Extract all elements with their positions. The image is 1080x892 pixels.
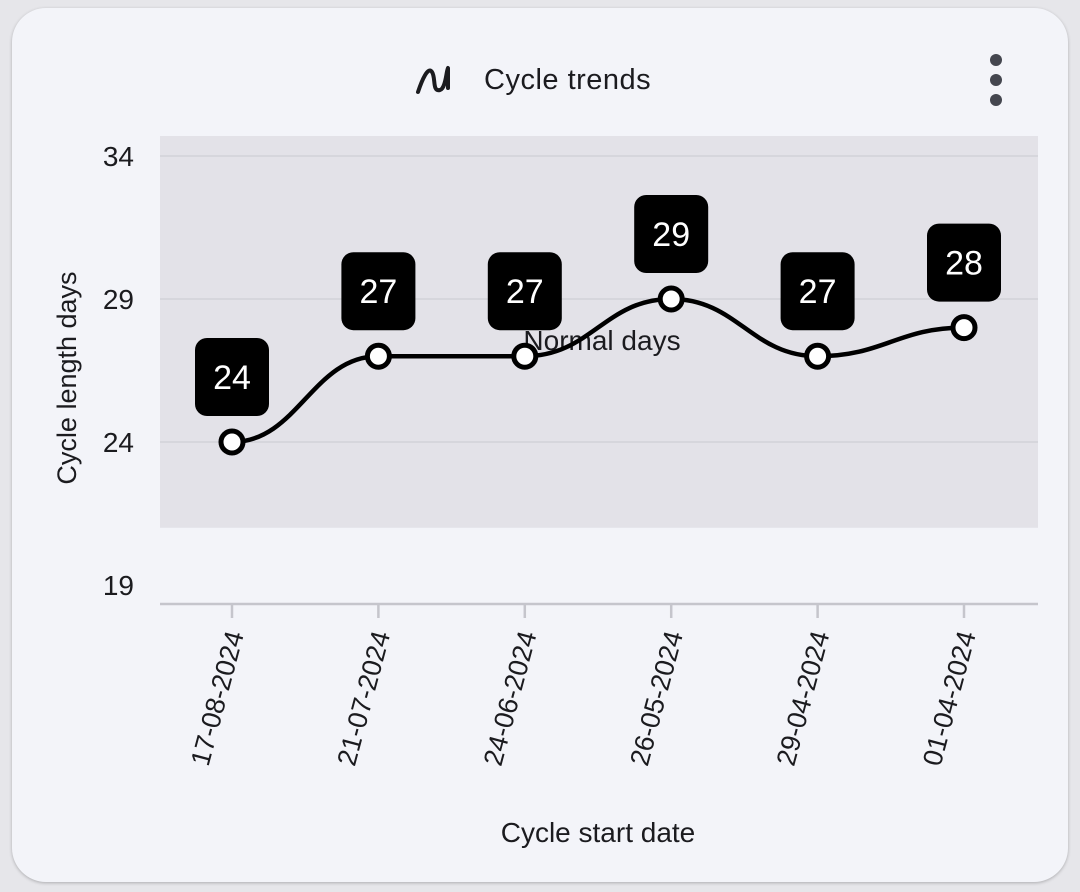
data-point	[218, 428, 246, 456]
data-point	[804, 342, 832, 370]
title-group: Cycle trends	[412, 56, 651, 104]
x-axis-label: Cycle start date	[501, 817, 696, 848]
cycle-trends-card: Cycle trends 19 24 29 34 17-08-2024 21-07-20…	[12, 8, 1068, 882]
svg-text:27: 27	[506, 273, 544, 311]
data-label: 27	[780, 252, 855, 331]
data-label: 27	[341, 252, 416, 331]
svg-text:27: 27	[799, 273, 837, 311]
x-tick-label: 29-04-2024	[771, 628, 836, 769]
y-tick-label: 29	[103, 284, 134, 315]
data-points	[218, 285, 978, 456]
y-axis-ticks: 19 24 29 34	[103, 141, 134, 601]
x-tick-label: 26-05-2024	[624, 628, 689, 769]
card-header: Cycle trends	[12, 8, 1068, 128]
data-point	[511, 342, 539, 370]
normal-days-band	[160, 136, 1038, 528]
data-labels: 24 27 27 29 27 28	[195, 195, 1001, 416]
x-tick-label: 24-06-2024	[478, 628, 543, 769]
data-label: 24	[195, 338, 269, 416]
data-label: 28	[927, 223, 1001, 302]
y-tick-label: 34	[103, 141, 134, 172]
x-tick-label: 21-07-2024	[331, 628, 396, 769]
more-vert-icon	[990, 54, 1002, 106]
y-tick-label: 19	[103, 570, 134, 601]
data-label: 29	[634, 195, 709, 273]
svg-text:28: 28	[945, 245, 983, 283]
trend-wave-icon	[416, 66, 450, 94]
data-point	[950, 314, 978, 342]
y-tick-label: 24	[103, 427, 134, 458]
x-tick-label: 01-04-2024	[917, 628, 982, 769]
cycle-length-chart: 19 24 29 34 17-08-2024 21-07-2024 24-06-2024 2…	[52, 136, 1038, 848]
x-axis-ticks: 17-08-2024 21-07-2024 24-06-2024 26-05-2024…	[185, 604, 982, 769]
more-options-button[interactable]	[974, 50, 1018, 110]
x-tick-label: 17-08-2024	[185, 628, 250, 769]
data-point	[364, 342, 392, 370]
data-point	[657, 285, 685, 313]
gridlines	[160, 155, 1038, 443]
svg-text:24: 24	[213, 359, 251, 397]
card-title: Cycle trends	[484, 63, 652, 96]
svg-text:27: 27	[359, 273, 397, 311]
svg-text:29: 29	[652, 216, 690, 254]
y-axis-label: Cycle length days	[52, 271, 82, 484]
data-label: 27	[487, 252, 562, 331]
